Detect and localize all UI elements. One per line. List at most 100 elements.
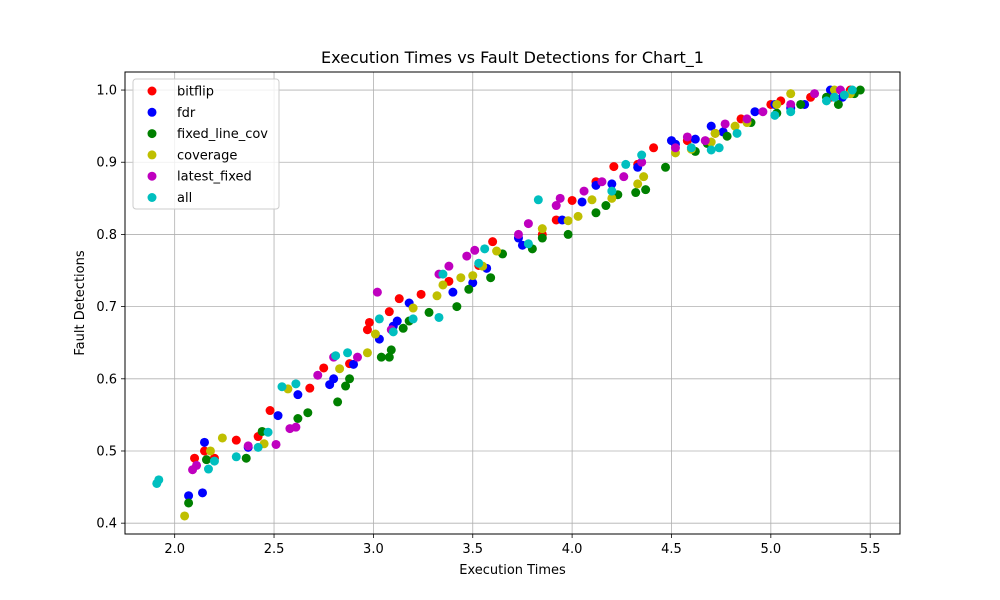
data-point [271,439,281,449]
data-point [706,145,716,155]
data-point [253,442,263,452]
x-tick-label: 5.5 [860,542,881,557]
data-point [587,195,597,205]
data-point [462,251,472,261]
data-point [492,246,502,256]
data-point [480,244,490,254]
data-point [523,219,533,229]
legend-box [132,78,280,210]
data-point [154,475,164,485]
data-point [488,237,498,247]
data-point [416,289,426,299]
data-point [686,143,696,153]
data-point [203,464,213,474]
data-point [464,284,474,294]
data-point [821,96,831,106]
y-tick-label: 0.7 [96,300,117,315]
data-point [241,453,251,463]
legend-marker [147,107,157,117]
legend-entry: bitflip [177,85,214,100]
data-point [432,291,442,301]
data-point [180,511,190,521]
data-point [621,159,631,169]
data-point [331,351,341,361]
data-point [201,455,211,465]
data-point [388,327,398,337]
data-point [633,179,643,189]
x-tick-label: 5.0 [760,542,781,557]
data-point [714,143,724,153]
legend-marker [147,86,157,96]
data-point [855,85,865,95]
data-point [438,280,448,290]
data-point [609,162,619,172]
data-point [847,85,857,95]
data-point [190,453,200,463]
data-point [372,287,382,297]
data-point [758,107,768,117]
data-point [468,278,478,288]
data-point [184,498,194,508]
data-point [537,224,547,234]
plot-frame [124,71,901,535]
grid [125,72,900,534]
data-point [345,374,355,384]
data-point [710,128,720,138]
data-point [637,157,647,167]
data-point [730,121,740,131]
data-point [619,172,629,182]
data-point [384,352,394,362]
y-tick-label: 0.6 [96,372,117,387]
data-point [341,381,351,391]
data-point [291,379,301,389]
data-point [720,119,730,129]
legend-marker [147,193,157,202]
data-points [152,85,865,521]
data-point [486,273,496,283]
y-tick-label: 0.8 [96,228,117,243]
data-point [661,162,671,172]
data-point [335,364,345,374]
data-point [319,363,329,373]
data-point [601,201,611,211]
data-point [786,107,796,117]
data-point [305,383,315,393]
data-point [470,245,480,255]
data-point [833,99,843,109]
x-tick-label: 4.5 [661,542,682,557]
data-point [597,177,607,187]
x-tick-label: 3.0 [363,542,384,557]
data-point [209,456,219,466]
data-point [394,294,404,304]
data-point [398,323,408,333]
data-point [198,488,207,498]
data-point [573,211,583,221]
data-point [353,352,362,362]
data-point [523,239,533,249]
y-tick-label: 1.0 [96,84,117,99]
data-point [231,452,241,462]
legend-entry: fdr [177,106,196,121]
data-point [434,312,444,322]
data-point [579,186,589,196]
series-latest-fixed [188,85,845,475]
data-point [243,441,253,451]
data-point [786,99,796,109]
data-point [333,397,343,407]
series-all [152,85,857,488]
data-point [682,132,692,142]
y-axis-label: Fault Detections [73,250,88,355]
data-point [563,216,573,226]
data-point [325,380,335,390]
data-point [567,195,577,205]
x-axis-label: Execution Times [459,563,566,578]
data-point [810,89,820,99]
data-point [199,437,209,447]
data-point [313,370,323,380]
data-point [384,307,394,317]
data-point [631,188,641,198]
data-point [362,325,372,335]
data-point [231,435,241,445]
data-point [424,307,434,317]
y-tick-label: 0.5 [96,444,117,459]
